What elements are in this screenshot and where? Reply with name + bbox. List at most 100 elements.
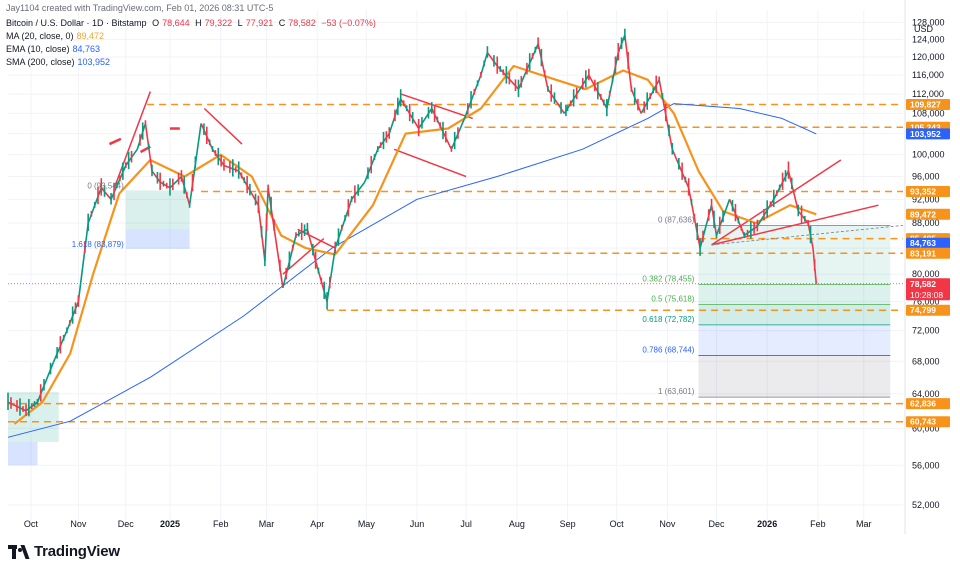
fib-left-label: 1.618 (83,879) [72,240,124,249]
price-tag-label: 103,952 [910,129,941,139]
price-segment [463,74,482,119]
fib-level-label: 0 (87,636) [658,215,695,224]
price-tag-label: 83,191 [910,248,936,258]
price-tag [906,128,950,140]
chart-grid [8,10,903,526]
price-tags: 109,827105,243103,95293,35289,47285,4858… [906,98,950,428]
price-axis[interactable]: 128,000 124,000 120,000 116,000 112,000 108,0… [904,0,945,534]
price-tag [906,247,950,259]
fib-zone [698,225,891,285]
fibonacci-labels: 0 (87,636) 0.382 (78,455) 0.5 (75,618) 0.61… [72,181,695,396]
y-tick-label: 112,000 [912,89,944,99]
y-tick-label: 72,000 [912,326,940,336]
ma-legend[interactable]: MA (20, close, 0) 89,472 [6,31,107,42]
low-value: 77,921 [245,18,274,28]
price-segment [77,223,89,302]
currency-label[interactable]: USD [914,24,934,34]
y-tick-label: 88,000 [912,218,940,228]
sma-legend[interactable]: SMA (200, close) 103,952 [6,57,113,68]
price-tag-label: 78,582 [910,279,936,289]
price-segment [326,247,337,302]
price-tag-label: 60,743 [910,417,936,427]
price-segment [180,176,191,206]
y-tick-label: 120,000 [912,52,945,62]
low-label: L [237,18,243,28]
fib-level-label: 0.786 (68,744) [642,345,694,354]
ma20-line [13,64,817,425]
fib-zone [698,284,891,305]
price-segment [787,170,800,212]
y-tick-label: 56,000 [912,460,940,470]
y-tick-label: 80,000 [912,269,940,279]
x-tick-label: May [358,519,376,529]
x-tick-label: Feb [213,519,229,529]
y-tick-label: 64,000 [912,389,940,399]
y-tick-label: 128,000 [912,17,945,27]
ema-label: EMA (10, close) [6,44,70,54]
price-segment [630,88,642,114]
x-tick-label: Apr [310,519,324,529]
open-value: 78,644 [162,18,190,28]
series-lines [7,28,818,438]
x-tick-label: Jul [460,519,472,529]
fib-zone [698,355,891,398]
x-tick-label: Jun [410,519,425,529]
fib-zone [698,304,891,325]
x-tick-label: Dec [708,519,725,529]
price-segment [136,123,147,150]
price-tag-label: 109,827 [910,99,941,109]
price-segment [418,108,433,129]
marker-stroke [108,137,122,146]
y-tick-label: 100,000 [912,150,945,160]
trendline [711,204,879,246]
chart-credit: Jay1104 created with TradingView.com, Fe… [6,3,274,13]
ema-value: 84,763 [72,44,101,54]
tradingview-logo: TradingView [8,543,120,560]
close-value: 78,582 [288,18,316,28]
tradingview-logo-icon [8,544,30,559]
price-segment [100,187,112,200]
price-segment [486,52,498,67]
price-tag-label: 84,763 [910,238,936,248]
trendline [400,93,473,120]
x-tick-label: 2026 [757,519,777,529]
fib-trend-guide [711,224,904,246]
trendline [113,91,152,189]
fib-level-label: 0.618 (72,782) [642,315,694,324]
fib-level-label: 0.5 (75,618) [651,294,694,303]
high-label: H [195,18,202,28]
price-tag-label: 89,472 [910,209,936,219]
price-segment [151,170,161,183]
x-tick-label: Dec [118,519,135,529]
price-tag-label: 74,799 [910,305,936,315]
ema-legend[interactable]: EMA (10, close) 84,763 [6,44,103,55]
price-tag-label: 62,836 [910,399,936,409]
x-tick-label: Mar [259,519,275,529]
price-segment [334,199,353,249]
price-tag-label: 105,243 [910,122,941,132]
symbol-title[interactable]: Bitcoin / U.S. Dollar · 1D · Bitstamp [6,18,147,28]
price-tag [906,186,950,198]
price-segment [547,88,565,114]
price-tag [906,304,950,316]
fib-zone-bottom [8,441,38,466]
close-label: C [278,18,286,28]
x-tick-label: Feb [810,519,826,529]
price-segment [306,229,317,262]
price-tag [906,237,950,249]
open-label: O [152,18,160,28]
x-tick-label: Oct [610,519,625,529]
trendline [203,107,243,145]
fib-level-label: 1 (63,601) [658,387,695,396]
time-axis[interactable]: Oct Nov Dec 2025 Feb Mar Apr May Jun Jul Aug Sep Oct… [24,519,872,529]
countdown-label: 10:28:08 [910,290,943,300]
price-tag [906,98,950,110]
x-tick-label: 2025 [160,519,180,529]
fib-zone-left [125,190,190,230]
change-value: −53 (−0.07%) [321,18,376,28]
price-segment [797,210,809,224]
y-tick-label: 96,000 [912,172,940,182]
price-tag [906,208,950,220]
y-tick-label: 68,000 [912,356,940,366]
